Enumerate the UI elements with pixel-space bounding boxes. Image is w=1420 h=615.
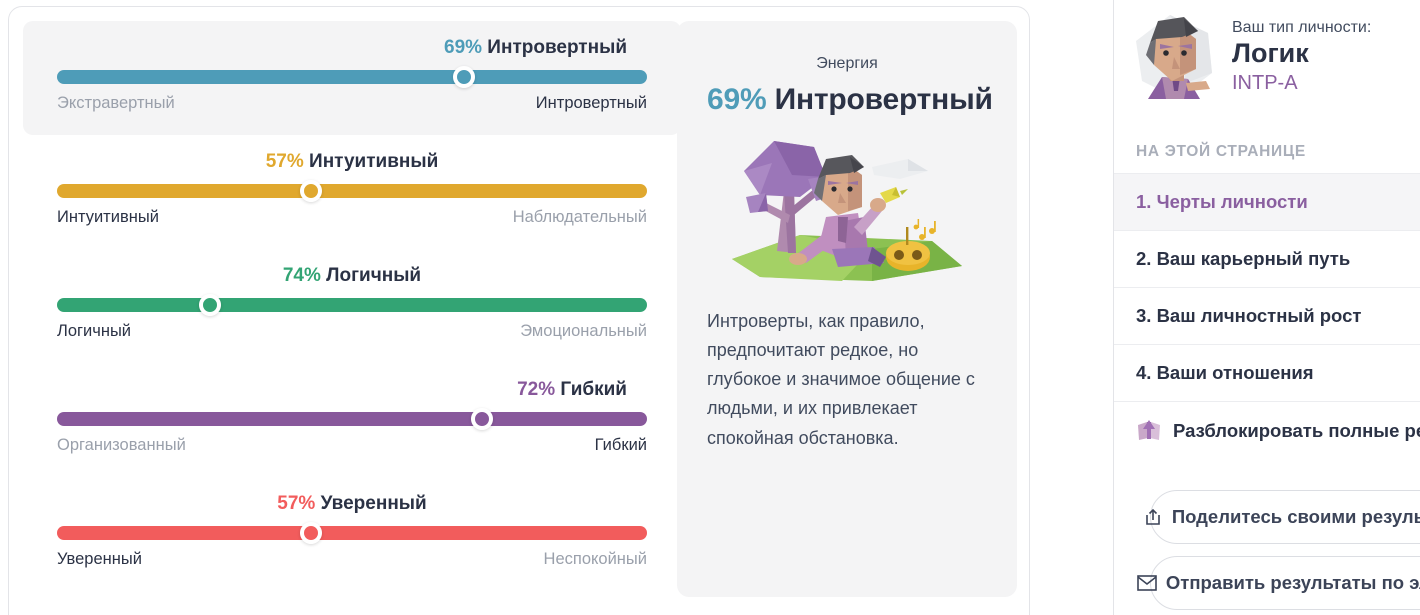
trait-bar	[57, 526, 647, 540]
trait-labels: Уверенный Неспокойный	[57, 550, 647, 569]
sidebar-actions: Поделитесь своими результатами Отправить …	[1114, 460, 1420, 615]
profile-name: Логик	[1232, 38, 1309, 69]
toc-list: 1. Черты личности 2. Ваш карьерный путь 3.…	[1114, 173, 1420, 460]
trait-labels: Интуитивный Наблюдательный	[57, 208, 647, 227]
trait-row: 57% Интуитивный Интуитивный Наблюдательный	[23, 135, 681, 249]
energy-value: 69% Интровертный	[707, 83, 993, 117]
trait-heading: 57% Интуитивный	[57, 151, 647, 173]
trait-row: 72% Гибкий Организованный Гибкий	[23, 363, 681, 477]
action-button-share[interactable]: Поделитесь своими результатами	[1146, 490, 1420, 544]
trait-slider-thumb[interactable]	[299, 522, 322, 544]
energy-panel: Энергия 69% Интровертный	[677, 21, 1017, 597]
trait-percent: 72%	[517, 379, 556, 400]
person-sitting-under-tree-illustration	[732, 141, 962, 281]
trait-slider[interactable]	[57, 408, 647, 430]
trait-bar	[57, 298, 647, 312]
traits-list: 69% Интровертный Экстравертный Интровертны…	[23, 21, 681, 591]
trait-row: 69% Интровертный Экстравертный Интровертны…	[23, 21, 681, 135]
trait-label-left: Организованный	[57, 436, 186, 454]
trait-name: Интуитивный	[303, 151, 439, 172]
toc-item-3[interactable]: 3. Ваш личностный рост	[1114, 287, 1420, 344]
trait-slider[interactable]	[57, 66, 647, 88]
profile-block: Ваш тип личности: Логик INTP-A	[1114, 0, 1420, 121]
action-button-envelope[interactable]: Отправить результаты по эл. почте	[1137, 556, 1420, 610]
trait-bar	[57, 184, 647, 198]
share-icon	[1143, 507, 1163, 527]
unlock-label: Разблокировать полные результаты	[1173, 420, 1420, 441]
trait-label-left: Интуитивный	[57, 208, 159, 226]
trait-percent: 69%	[444, 37, 483, 58]
toc-item-4[interactable]: 4. Ваши отношения	[1114, 344, 1420, 401]
trait-labels: Логичный Эмоциональный	[57, 322, 647, 341]
energy-kicker: Энергия	[816, 55, 878, 72]
trait-label-right: Неспокойный	[543, 550, 647, 568]
energy-trait-name: Интровертный	[774, 83, 993, 116]
energy-percent: 69%	[707, 83, 767, 116]
trait-label-right: Наблюдательный	[512, 208, 647, 226]
logician-avatar	[1136, 15, 1212, 99]
trait-label-left: Экстравертный	[57, 94, 175, 112]
unlock-full-results-item[interactable]: Разблокировать полные результаты	[1114, 401, 1420, 460]
trait-percent: 57%	[265, 151, 304, 172]
trait-name: Логичный	[320, 265, 422, 286]
unlock-book-icon	[1136, 419, 1162, 443]
trait-row: 74% Логичный Логичный Эмоциональный	[23, 249, 681, 363]
toc-item-2[interactable]: 2. Ваш карьерный путь	[1114, 230, 1420, 287]
trait-slider[interactable]	[57, 522, 647, 544]
trait-percent: 74%	[282, 265, 321, 286]
profile-text: Ваш тип личности: Логик INTP-A	[1232, 19, 1371, 95]
energy-description: Интроверты, как правило, предпочитают ре…	[707, 311, 975, 448]
trait-row: 57% Уверенный Уверенный Неспокойный	[23, 477, 681, 591]
trait-label-right: Эмоциональный	[520, 322, 647, 340]
toc-item-1[interactable]: 1. Черты личности	[1114, 173, 1420, 230]
trait-slider-thumb[interactable]	[470, 408, 493, 430]
trait-slider[interactable]	[57, 294, 647, 316]
trait-slider-thumb[interactable]	[453, 66, 476, 88]
trait-slider-thumb[interactable]	[299, 180, 322, 202]
results-sidebar: Ваш тип личности: Логик INTP-A НА ЭТОЙ С…	[1113, 0, 1420, 615]
trait-labels: Организованный Гибкий	[57, 436, 647, 455]
trait-heading: 72% Гибкий	[57, 379, 647, 401]
trait-name: Гибкий	[555, 379, 627, 400]
trait-percent: 57%	[277, 493, 316, 514]
trait-label-left: Уверенный	[57, 550, 142, 568]
action-label: Поделитесь своими результатами	[1171, 506, 1420, 527]
trait-name: Интровертный	[482, 37, 627, 58]
trait-bar	[57, 412, 647, 426]
trait-label-right: Интровертный	[535, 94, 647, 112]
toc-title: НА ЭТОЙ СТРАНИЦЕ	[1136, 143, 1306, 160]
envelope-icon	[1137, 575, 1157, 591]
trait-heading: 74% Логичный	[57, 265, 647, 287]
trait-label-right: Гибкий	[594, 436, 647, 454]
profile-kicker: Ваш тип личности:	[1232, 19, 1372, 37]
trait-slider[interactable]	[57, 180, 647, 202]
action-label: Отправить результаты по эл. почте	[1165, 572, 1420, 593]
trait-label-left: Логичный	[57, 322, 132, 340]
trait-bar	[57, 70, 647, 84]
results-main-card: 69% Интровертный Экстравертный Интровертны…	[8, 6, 1030, 615]
trait-heading: 69% Интровертный	[57, 37, 647, 59]
trait-slider-thumb[interactable]	[199, 294, 222, 316]
trait-name: Уверенный	[315, 493, 427, 514]
profile-code: INTP-A	[1232, 71, 1298, 94]
trait-heading: 57% Уверенный	[57, 493, 647, 515]
trait-labels: Экстравертный Интровертный	[57, 94, 647, 113]
